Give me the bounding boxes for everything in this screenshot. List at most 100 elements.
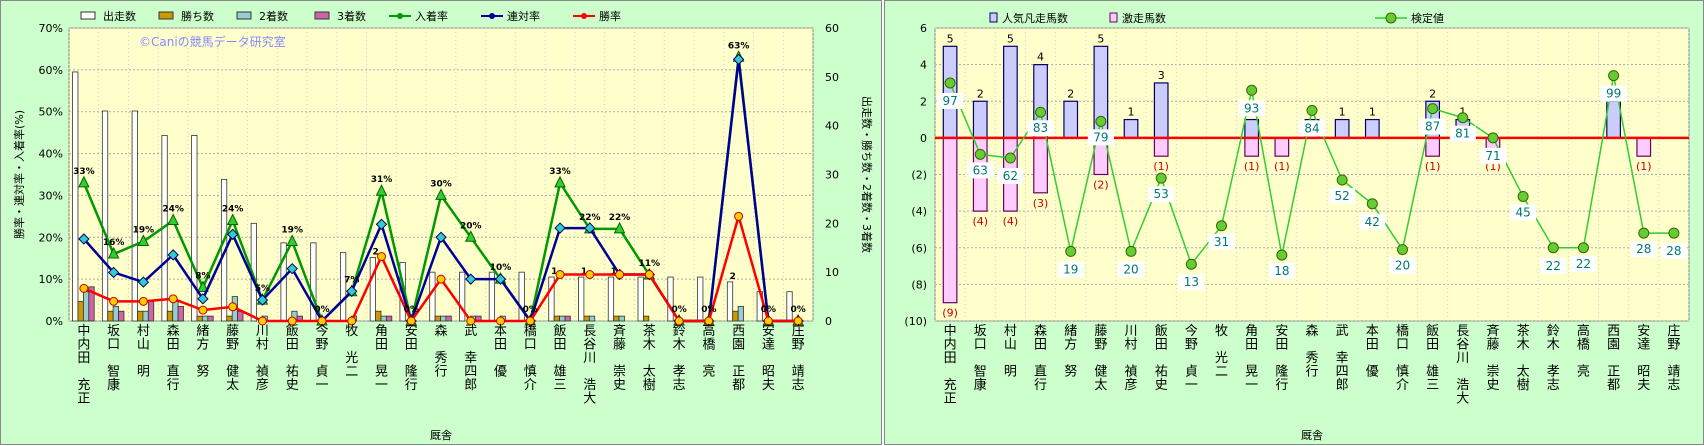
legend-marker — [397, 13, 403, 19]
score-marker — [1035, 106, 1047, 118]
bar-出走数 — [369, 257, 376, 322]
marker-勝率 — [198, 305, 208, 315]
x-tick-label: 飯田 雄三 — [554, 324, 567, 393]
y-left-tick: 70% — [39, 22, 63, 35]
bar-勝ち数 — [196, 315, 203, 322]
x-tick-label: 長谷川 浩大 — [1456, 324, 1469, 407]
bar-2着数 — [112, 305, 119, 322]
x-tick-label-char: 光 — [1215, 351, 1228, 366]
x-tick-label-char: 木 — [1547, 338, 1560, 353]
bar-3着数 — [564, 315, 571, 322]
x-tick-label-char: 秀 — [1305, 351, 1318, 366]
marker-勝率 — [496, 316, 506, 326]
marker-勝率 — [257, 316, 267, 326]
legend-label: 2着数 — [259, 9, 288, 23]
x-tick-label: 森 秀行 — [1305, 324, 1318, 380]
x-tick-label-char: 安 — [762, 324, 775, 339]
bar-2着数 — [588, 315, 596, 322]
x-tick-label-char: 正 — [77, 392, 90, 407]
x-tick-label-char: 口 — [524, 338, 537, 353]
score-label-bg — [1268, 263, 1295, 280]
x-tick-label-char: 野 — [226, 338, 239, 353]
bar-small-label: 1 — [581, 267, 587, 277]
x-tick-label: 武 幸四郎 — [1336, 324, 1349, 393]
x-tick-label-char: 内 — [944, 337, 957, 353]
x-tick-label-char: 飯 — [554, 324, 567, 339]
x-tick-label-char: 行 — [167, 378, 180, 393]
x-tick-label-char: 庄 — [792, 323, 805, 339]
y-right-tick: 20 — [825, 217, 839, 230]
y-right-tick: 40 — [825, 120, 839, 133]
bar-勝ち数 — [732, 310, 739, 322]
x-tick-label-char: 本 — [1366, 324, 1379, 339]
score-marker — [1004, 152, 1016, 164]
x-tick-label-char: 智 — [974, 365, 987, 380]
x-tick-label-char: 二 — [1215, 365, 1228, 380]
data-label: 33% — [549, 167, 571, 177]
x-tick-label-char: 川 — [256, 324, 269, 339]
score-label-bg — [1329, 187, 1356, 204]
marker-入着率 — [78, 175, 90, 188]
score-label-bg — [1419, 118, 1446, 135]
x-tick-label-char: 田 — [405, 338, 418, 353]
marker-連対率 — [286, 262, 298, 275]
x-tick-label-char: 一 — [1185, 378, 1198, 393]
x-tick-label-char: 行 — [434, 365, 447, 380]
score-marker — [1577, 242, 1589, 254]
bar-3着数 — [207, 315, 214, 322]
data-label: 0% — [790, 305, 805, 315]
data-label: 5% — [255, 284, 270, 294]
x-tick-label: 飯田 祐史 — [286, 324, 299, 393]
positive-label: 1 — [1459, 106, 1466, 119]
x-tick-label-char: 角 — [375, 324, 388, 339]
x-tick-label: 茶木 太樹 — [1517, 323, 1530, 393]
x-tick-label-char: 野 — [315, 338, 328, 353]
legend-swatch — [1109, 12, 1118, 23]
x-tick-label-char: 森 — [167, 324, 180, 339]
legend-marker — [581, 13, 587, 19]
x-tick-label-char: 一 — [315, 378, 328, 393]
bar-negative — [1274, 137, 1290, 157]
bar-勝ち数 — [434, 315, 441, 322]
positive-label: 4 — [1037, 51, 1044, 64]
x-tick-label-char: 角 — [1245, 324, 1258, 339]
x-tick-label-char: 貞 — [1185, 365, 1198, 380]
bar-positive — [1364, 118, 1380, 139]
data-label: 30% — [430, 179, 452, 189]
legend-label: 勝率 — [599, 9, 621, 23]
x-tick-label-char: 川 — [1125, 324, 1138, 339]
positive-label: 2 — [1429, 87, 1436, 100]
x-tick-label-char: 貞 — [315, 365, 328, 380]
bar-出走数 — [429, 271, 436, 322]
negative-label: (2) — [1093, 179, 1109, 192]
score-label-bg — [1148, 186, 1175, 203]
x-tick-label: 高橋 亮 — [702, 323, 715, 380]
score-label: 42 — [1365, 215, 1380, 229]
bar-2着数 — [172, 301, 179, 322]
marker-入着率 — [226, 213, 239, 226]
marker-連対率 — [197, 293, 209, 305]
data-label: 16% — [103, 238, 125, 248]
x-tick-label: 牧 光二 — [345, 324, 358, 380]
score-label: 20 — [1395, 259, 1410, 273]
score-label-bg — [1359, 213, 1386, 230]
score-label: 28 — [1636, 242, 1651, 256]
score-marker — [1396, 244, 1408, 256]
bar-positive — [1334, 118, 1350, 139]
marker-勝率 — [109, 296, 119, 306]
bar-positive — [1123, 118, 1139, 139]
marker-連対率 — [137, 276, 150, 288]
x-tick-label: 坂口 智康 — [107, 324, 120, 393]
score-label: 53 — [1154, 187, 1169, 201]
y-right-tick: 60 — [825, 22, 839, 35]
negative-label: (1) — [1153, 160, 1169, 173]
x-tick-label: 牧 光二 — [1215, 324, 1228, 380]
positive-label: 5 — [947, 32, 954, 45]
score-label-bg — [1540, 257, 1567, 274]
x-tick-label-char: 斉 — [1486, 323, 1499, 339]
x-tick-label-char: 亮 — [702, 364, 715, 380]
x-tick-label-char: 志 — [1547, 378, 1560, 393]
x-tick-label: 安達 昭夫 — [762, 324, 775, 393]
x-tick-label-char: 内 — [77, 337, 90, 353]
score-label: 19 — [1063, 262, 1078, 276]
